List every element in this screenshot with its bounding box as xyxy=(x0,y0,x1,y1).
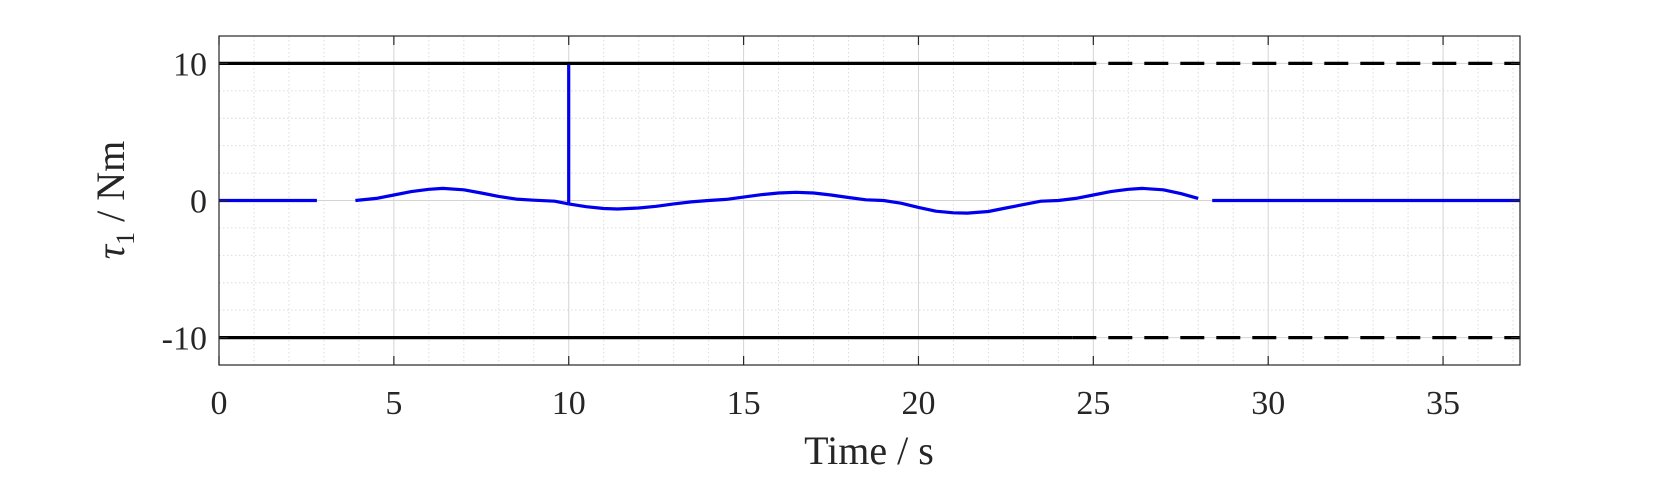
y-axis-label-symbol: τ xyxy=(88,243,133,259)
y-tick-label: 0 xyxy=(190,184,207,221)
x-tick-label: 0 xyxy=(211,385,228,422)
x-tick-label: 20 xyxy=(901,385,935,422)
x-tick-label: 5 xyxy=(385,385,402,422)
x-tick-label: 30 xyxy=(1251,385,1285,422)
x-tick-label: 25 xyxy=(1076,385,1110,422)
y-tick-label: 10 xyxy=(173,46,207,83)
signal-line xyxy=(568,186,1199,215)
x-tick-label: 35 xyxy=(1426,385,1460,422)
x-axis-label: Time / s xyxy=(804,428,934,473)
x-axis-ticks: 0 5 10 15 20 25 30 35 xyxy=(211,36,1460,422)
y-axis-ticks: -10 0 10 xyxy=(162,46,1520,358)
y-axis-label-subscript: 1 xyxy=(111,232,140,245)
signal-line xyxy=(355,186,570,206)
x-tick-label: 15 xyxy=(727,385,761,422)
y-axis-label: τ1 / Nm xyxy=(88,141,140,259)
y-axis-label-unit: / Nm xyxy=(88,141,133,232)
y-tick-label: -10 xyxy=(162,321,207,358)
series-layer xyxy=(219,61,1520,340)
x-tick-label: 10 xyxy=(552,385,586,422)
